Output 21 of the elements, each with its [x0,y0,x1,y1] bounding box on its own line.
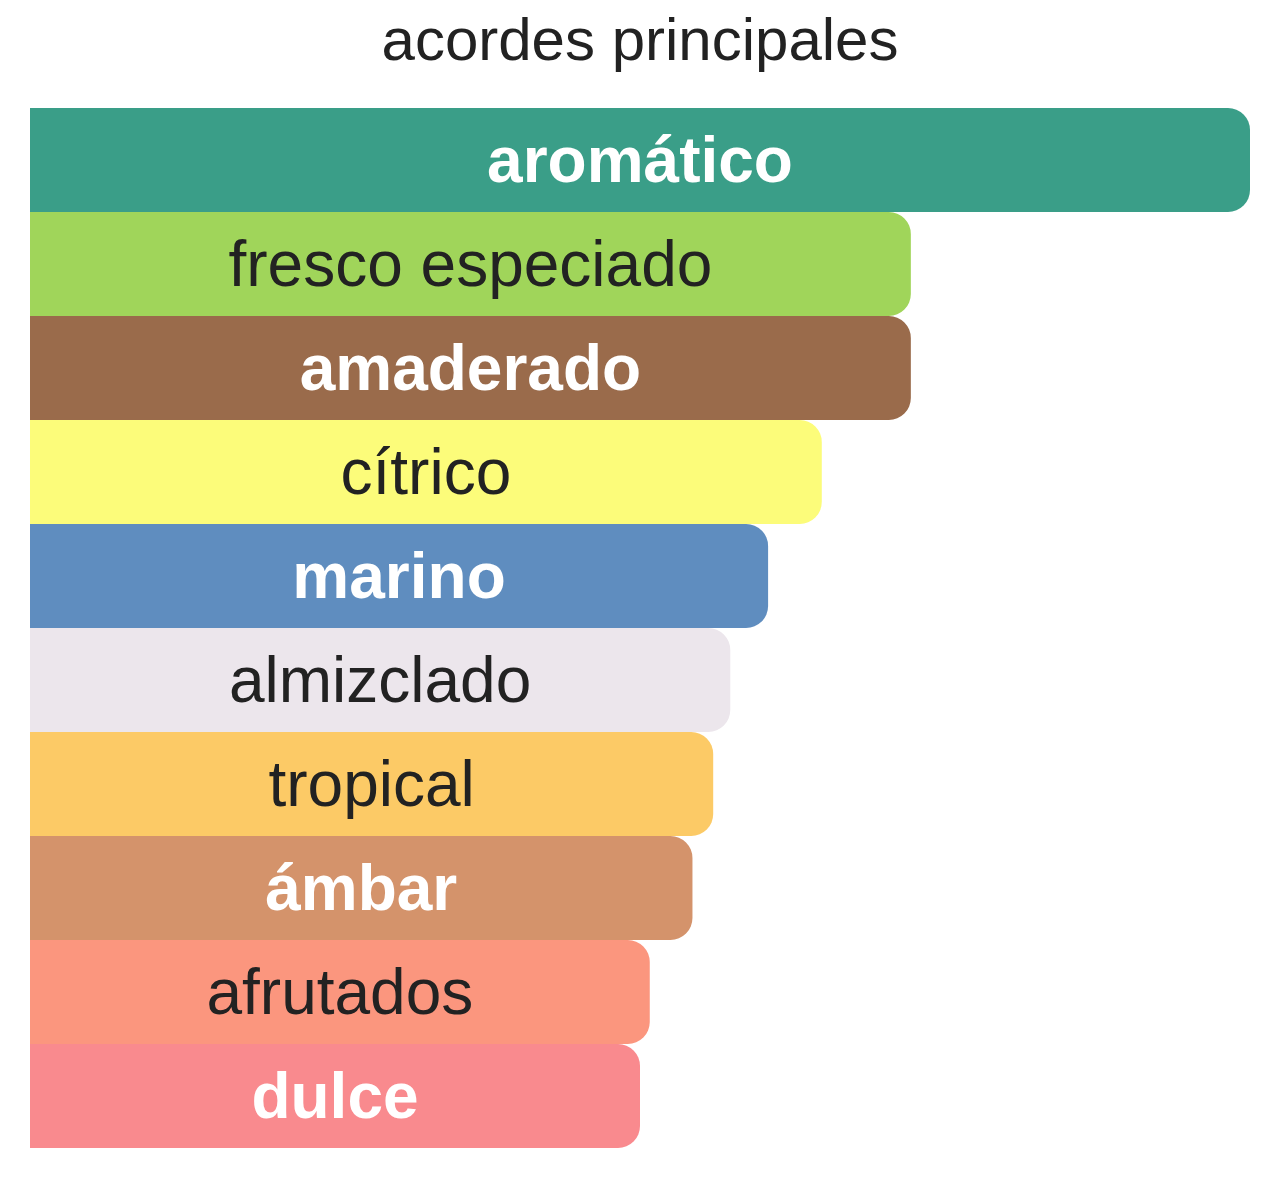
y-tick-label: aromático [487,124,793,196]
y-tick-label: marino [292,540,506,612]
bar [30,420,822,524]
y-tick-label: amaderado [299,332,642,404]
bar [30,940,650,1044]
y-tick-label: tropical [268,748,475,820]
bar [30,108,1250,212]
y-tick-label: afrutados [206,956,474,1028]
bar [30,212,911,316]
bar [30,628,731,732]
bar [30,732,714,836]
bar [30,524,769,628]
y-tick-label: ámbar [265,852,458,924]
y-tick-label: fresco especiado [228,228,713,300]
bar [30,316,911,420]
bar [30,1044,640,1148]
chart-title: acordes principales [381,5,899,73]
y-tick-label: almizclado [228,644,532,716]
bar [30,836,693,940]
y-tick-label: dulce [251,1060,419,1132]
y-tick-label: cítrico [340,436,512,508]
